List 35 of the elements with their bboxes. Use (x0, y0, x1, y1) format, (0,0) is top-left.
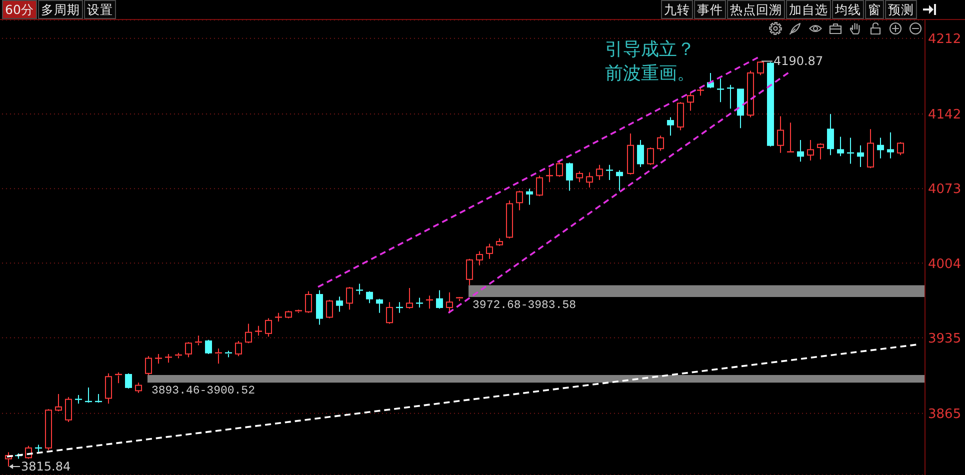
candlestick (877, 137, 884, 159)
band-label: 3972.68-3983.58 (472, 299, 576, 312)
y-tick-label: 4073 (928, 182, 962, 198)
candlestick (887, 132, 894, 159)
candlestick (285, 310, 292, 319)
candlestick (316, 290, 323, 326)
annotation: 引导成立？前波重画。 (605, 38, 696, 86)
y-tick-label: 3935 (928, 331, 962, 346)
candlestick (857, 144, 864, 168)
toolbar-button: 事件 (694, 0, 726, 19)
candlestick (336, 296, 343, 312)
candlestick (827, 114, 834, 156)
y-tick-label: 3865 (928, 407, 962, 422)
candlestick (637, 139, 644, 168)
candlestick (526, 188, 533, 206)
y-tick-label: 4004 (928, 256, 962, 272)
toolbar-button: 预测 (885, 0, 917, 19)
toolbar-button: 均线 (832, 0, 864, 19)
y-tick-label: 4212 (928, 32, 962, 47)
band-label: 3893.46-3900.52 (151, 384, 256, 398)
toolbar-button: 九转 (661, 0, 693, 19)
candlestick (817, 142, 824, 160)
toolbar-button: 热点回溯 (727, 0, 785, 19)
toolbar-button: 加自选 (786, 0, 831, 19)
toolbar-button: 设置 (84, 0, 116, 19)
annotation: 3815.84 (21, 460, 71, 474)
y-tick-label: 4142 (928, 108, 962, 123)
candlestick (486, 243, 493, 260)
toolbar-button: 60分 (2, 0, 37, 19)
candlestick (807, 139, 814, 161)
candlestick (797, 139, 804, 162)
candlestick (777, 116, 784, 154)
toolbar-button: 多周期 (38, 0, 83, 19)
toolbar-button: 窗 (865, 0, 884, 19)
annotation: 4190.87 (773, 54, 824, 68)
